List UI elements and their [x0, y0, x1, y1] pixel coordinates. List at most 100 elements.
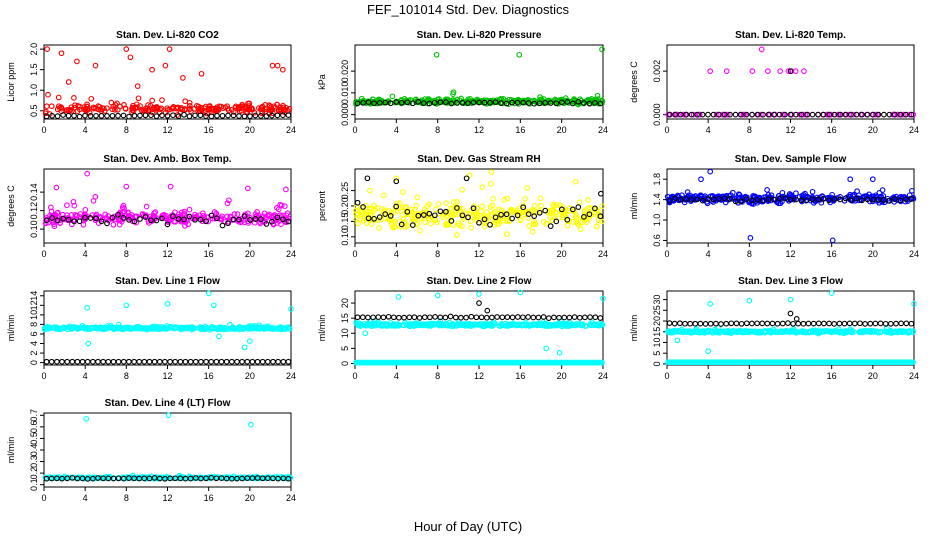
- mean-point: [848, 197, 854, 203]
- mean-point: [749, 197, 755, 204]
- data-point: [246, 323, 252, 330]
- data-point: [747, 235, 754, 241]
- mean-point: [694, 111, 700, 118]
- data-point: [421, 322, 427, 329]
- mean-point: [898, 320, 904, 327]
- x-tick-label: 8: [435, 249, 440, 259]
- mean-point: [476, 99, 482, 106]
- data-point: [380, 192, 387, 199]
- data-point: [382, 215, 389, 221]
- data-point: [574, 320, 580, 327]
- y-tick-label: 0.15: [340, 213, 350, 231]
- mean-point: [109, 112, 116, 119]
- mean-point: [547, 100, 554, 106]
- data-point: [464, 322, 470, 329]
- data-point: [70, 198, 77, 205]
- data-point: [227, 213, 234, 220]
- x-tick-label: 12: [474, 125, 484, 135]
- mean-point: [167, 358, 173, 365]
- mean-point: [76, 113, 83, 120]
- mean-point: [831, 321, 838, 327]
- mean-point: [592, 314, 599, 321]
- data-point: [537, 207, 543, 214]
- mean-point: [115, 211, 121, 218]
- panel-6: Stan. Dev. Sample Flow ml/min 0 4 8 12 16 20 24 0…: [629, 154, 919, 259]
- mean-point: [671, 320, 678, 327]
- mean-point: [60, 215, 66, 222]
- data-point: [197, 324, 204, 330]
- mean-point: [274, 112, 281, 119]
- mean-point: [509, 99, 515, 106]
- mean-point: [137, 216, 143, 222]
- x-tick-label: 24: [909, 371, 919, 381]
- y-tick-label: 2.0: [29, 43, 39, 56]
- data-point: [245, 210, 251, 217]
- x-tick-label: 4: [706, 125, 711, 135]
- data-point: [386, 208, 392, 214]
- mean-point: [862, 321, 868, 327]
- mean-point: [141, 475, 148, 482]
- data-point: [537, 195, 544, 202]
- mean-point: [853, 195, 860, 202]
- data-point: [582, 323, 589, 329]
- data-point: [443, 200, 449, 206]
- data-point: [200, 210, 206, 217]
- mean-point: [120, 112, 127, 119]
- mean-point: [280, 216, 286, 223]
- mean-point: [688, 111, 695, 118]
- data-point: [787, 296, 794, 303]
- mean-point: [275, 358, 281, 365]
- mean-point: [214, 215, 220, 222]
- mean-point: [754, 111, 761, 118]
- mean-point: [597, 100, 604, 107]
- data-point: [356, 216, 363, 223]
- y-axis-label: ml/min: [629, 315, 639, 342]
- data-point: [110, 221, 117, 228]
- data-point: [598, 218, 605, 225]
- mean-point: [43, 358, 50, 365]
- mean-point: [126, 358, 132, 365]
- mean-point: [109, 214, 116, 221]
- data-point: [133, 101, 140, 108]
- data-point: [846, 111, 852, 118]
- mean-point: [421, 314, 428, 321]
- mean-point: [782, 195, 788, 202]
- x-tick-label: 24: [286, 249, 296, 259]
- data-point: [471, 207, 477, 214]
- x-tick-label: 0: [41, 371, 46, 381]
- data-point: [127, 54, 134, 61]
- mean-point: [162, 475, 168, 482]
- data-point: [440, 98, 447, 105]
- data-point: [52, 212, 59, 219]
- mean-point: [531, 213, 538, 219]
- mean-point: [234, 358, 240, 365]
- data-point: [288, 306, 294, 312]
- mean-point: [59, 358, 65, 365]
- y-tick-label: 0.4: [29, 444, 39, 457]
- data-point: [440, 214, 446, 220]
- data-point: [812, 327, 819, 334]
- mean-point: [558, 99, 565, 106]
- mean-point: [897, 197, 904, 204]
- mean-point: [230, 112, 237, 119]
- data-point: [522, 319, 529, 326]
- data-point: [224, 105, 231, 112]
- mean-point: [59, 475, 65, 482]
- y-tick-label: 5: [340, 346, 350, 351]
- data-point: [479, 184, 486, 190]
- data-point: [143, 203, 150, 210]
- x-tick-label: 20: [245, 125, 255, 135]
- data-point: [414, 194, 421, 201]
- data-point: [396, 200, 403, 206]
- mean-point: [870, 111, 876, 118]
- panel-title: Stan. Dev. Li-820 Pressure: [417, 30, 542, 41]
- data-point: [594, 223, 600, 230]
- data-point: [758, 46, 765, 53]
- mean-point: [864, 111, 871, 118]
- data-point: [58, 104, 65, 110]
- mean-point: [587, 314, 593, 320]
- mean-point: [743, 320, 750, 327]
- mean-point: [244, 358, 251, 365]
- mean-point: [764, 320, 771, 327]
- x-tick-label: 4: [394, 249, 399, 259]
